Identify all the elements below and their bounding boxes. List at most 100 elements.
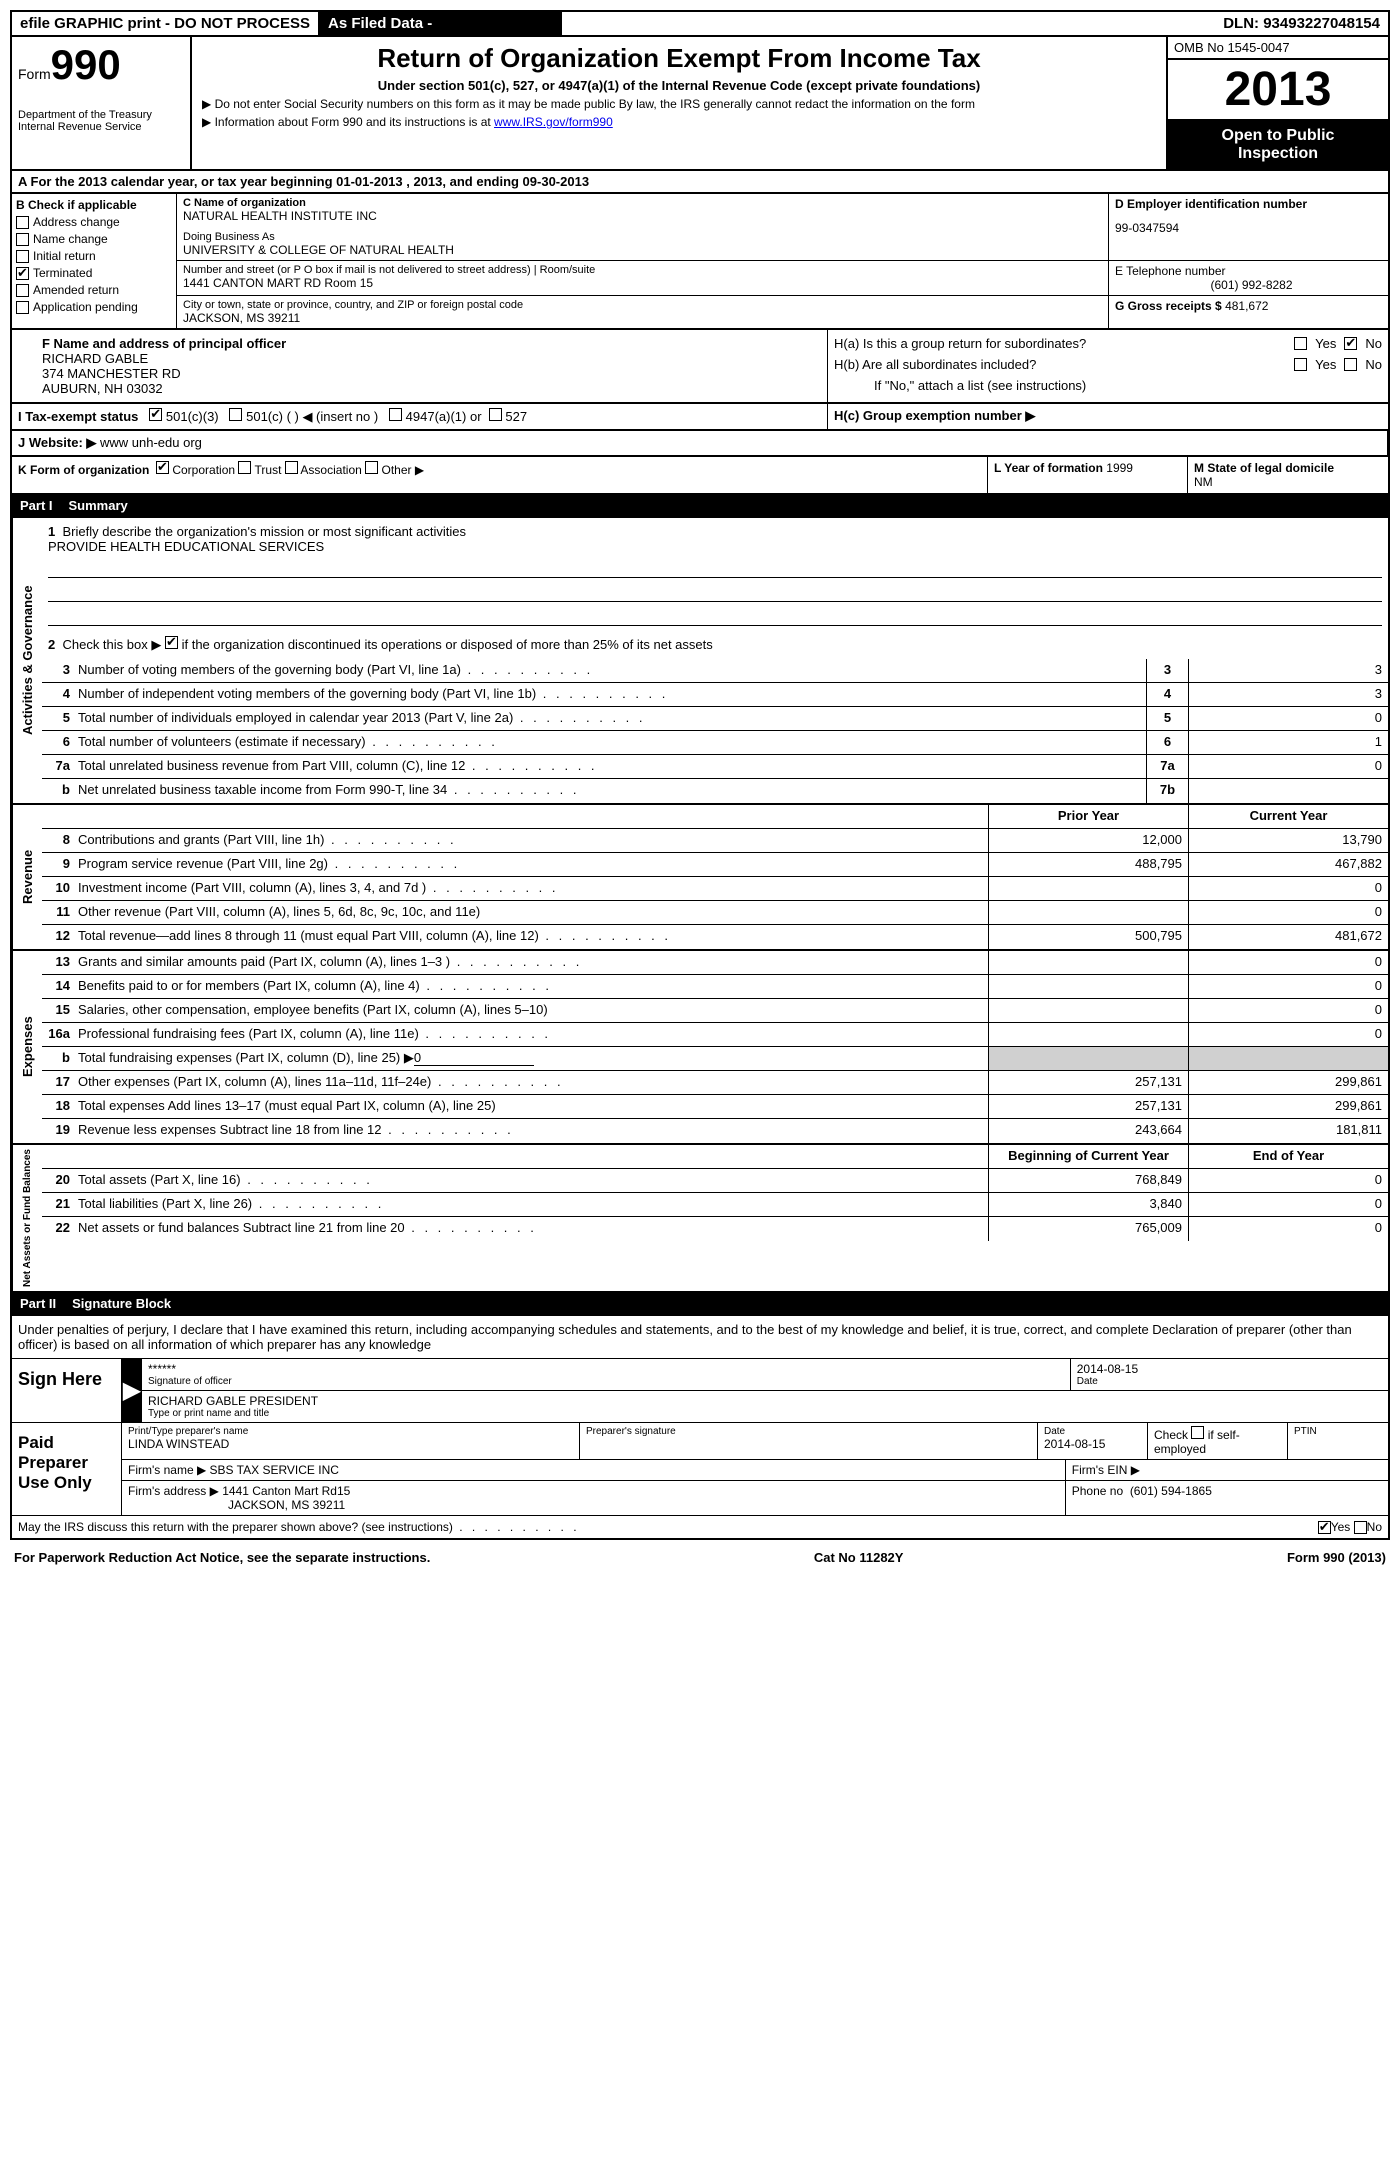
website-value: www unh-edu org [100, 435, 202, 450]
tax-year: 2013 [1168, 60, 1388, 121]
expenses-section: Expenses 13Grants and similar amounts pa… [10, 951, 1390, 1145]
ptin-label: PTIN [1294, 1426, 1382, 1437]
current-year-header: Current Year [1188, 805, 1388, 828]
irs-link[interactable]: www.IRS.gov/form990 [494, 115, 613, 129]
line18: Total expenses Add lines 13–17 (must equ… [74, 1095, 988, 1118]
website-row: J Website: ▶ www unh-edu org [12, 431, 1388, 455]
line7b: Net unrelated business taxable income fr… [74, 779, 1146, 803]
net-assets-tab: Net Assets or Fund Balances [12, 1145, 42, 1291]
officer-addr1: 374 MANCHESTER RD [42, 366, 817, 381]
sign-here-label: Sign Here [12, 1359, 122, 1422]
line17: Other expenses (Part IX, column (A), lin… [74, 1071, 988, 1094]
check-initial-return[interactable]: Initial return [16, 249, 172, 263]
line10: Investment income (Part VIII, column (A)… [74, 877, 988, 900]
form-of-org: K Form of organization Corporation Trust… [12, 457, 988, 493]
check-amended[interactable]: Amended return [16, 283, 172, 297]
section-officer: F Name and address of principal officer … [10, 330, 1390, 404]
form-subtitle: Under section 501(c), 527, or 4947(a)(1)… [202, 78, 1156, 93]
discuss-yes[interactable] [1318, 1521, 1331, 1534]
line19: Revenue less expenses Subtract line 18 f… [74, 1119, 988, 1143]
form-number: Form990 [18, 41, 184, 89]
irs-label: Internal Revenue Service [18, 121, 184, 133]
check-name-change[interactable]: Name change [16, 232, 172, 246]
check-4947[interactable] [389, 408, 402, 421]
line11: Other revenue (Part VIII, column (A), li… [74, 901, 988, 924]
ha-no[interactable] [1344, 337, 1357, 350]
mission-text: PROVIDE HEALTH EDUCATIONAL SERVICES [48, 539, 1382, 554]
paid-preparer-label: Paid Preparer Use Only [12, 1423, 122, 1515]
open-inspection: Open to Public Inspection [1168, 121, 1388, 169]
dba-value: UNIVERSITY & COLLEGE OF NATURAL HEALTH [183, 243, 1108, 257]
check-terminated[interactable]: Terminated [16, 266, 172, 280]
discuss-no[interactable] [1354, 1521, 1367, 1534]
line16b: Total fundraising expenses (Part IX, col… [74, 1047, 988, 1070]
tax-exempt-status: I Tax-exempt status 501(c)(3) 501(c) ( )… [12, 404, 828, 429]
as-filed-blank [442, 12, 562, 35]
line3: Number of voting members of the governin… [74, 659, 1146, 682]
col-c-org-info: C Name of organization NATURAL HEALTH IN… [177, 194, 1388, 328]
line8: Contributions and grants (Part VIII, lin… [74, 829, 988, 852]
line22: Net assets or fund balances Subtract lin… [74, 1217, 988, 1241]
line6: Total number of volunteers (estimate if … [74, 731, 1146, 754]
section-identity: B Check if applicable Address change Nam… [10, 194, 1390, 330]
officer-label: F Name and address of principal officer [42, 336, 286, 351]
form-note2: ▶ Information about Form 990 and its ins… [202, 115, 1156, 129]
ha-row: H(a) Is this a group return for subordin… [834, 336, 1382, 351]
page-footer: For Paperwork Reduction Act Notice, see … [10, 1540, 1390, 1569]
row-j: J Website: ▶ www unh-edu org [10, 431, 1390, 457]
omb-number: OMB No 1545-0047 [1168, 37, 1388, 60]
header-title-block: Return of Organization Exempt From Incom… [192, 37, 1168, 169]
gross-label: G Gross receipts $ [1115, 299, 1222, 313]
check-assoc[interactable] [285, 461, 298, 474]
begin-year-header: Beginning of Current Year [988, 1145, 1188, 1168]
governance-section: Activities & Governance 1 Briefly descri… [10, 518, 1390, 805]
check-app-pending[interactable]: Application pending [16, 300, 172, 314]
line21: Total liabilities (Part X, line 26) [74, 1193, 988, 1216]
col-b-checkboxes: B Check if applicable Address change Nam… [12, 194, 177, 328]
firm-name: SBS TAX SERVICE INC [210, 1463, 339, 1477]
sign-arrow-icon: ▶ [122, 1359, 142, 1422]
addr-label: Number and street (or P O box if mail is… [183, 264, 1108, 276]
ha-yes[interactable] [1294, 337, 1307, 350]
efile-label: efile GRAPHIC print - DO NOT PROCESS [12, 12, 320, 35]
check-501c3[interactable] [149, 408, 162, 421]
check-501c[interactable] [229, 408, 242, 421]
line14: Benefits paid to or for members (Part IX… [74, 975, 988, 998]
preparer-date: 2014-08-15 [1044, 1437, 1141, 1451]
hb-yes[interactable] [1294, 358, 1307, 371]
check-527[interactable] [489, 408, 502, 421]
line7a: Total unrelated business revenue from Pa… [74, 755, 1146, 778]
city-label: City or town, state or province, country… [183, 299, 1108, 311]
net-assets-section: Net Assets or Fund Balances Beginning of… [10, 1145, 1390, 1293]
hb-no[interactable] [1344, 358, 1357, 371]
ein-label: D Employer identification number [1115, 197, 1388, 211]
check-address-change[interactable]: Address change [16, 215, 172, 229]
end-year-header: End of Year [1188, 1145, 1388, 1168]
line16a: Professional fundraising fees (Part IX, … [74, 1023, 988, 1046]
col-f-officer: F Name and address of principal officer … [12, 330, 828, 402]
line9: Program service revenue (Part VIII, line… [74, 853, 988, 876]
row-k: K Form of organization Corporation Trust… [10, 457, 1390, 495]
governance-tab: Activities & Governance [12, 518, 42, 803]
discuss-question: May the IRS discuss this return with the… [18, 1520, 1318, 1534]
revenue-tab: Revenue [12, 805, 42, 949]
check-self-employed[interactable] [1191, 1426, 1204, 1439]
line4: Number of independent voting members of … [74, 683, 1146, 706]
part2-header: Part II Signature Block [10, 1293, 1390, 1316]
org-name-label: C Name of organization [183, 197, 306, 209]
check-corp[interactable] [156, 461, 169, 474]
part1-header: Part I Summary [10, 495, 1390, 518]
prior-year-header: Prior Year [988, 805, 1188, 828]
line20: Total assets (Part X, line 16) [74, 1169, 988, 1192]
phone-label: E Telephone number [1115, 264, 1388, 278]
check-other[interactable] [365, 461, 378, 474]
line1-label: Briefly describe the organization's miss… [62, 524, 465, 539]
col-b-header: B Check if applicable [16, 198, 172, 212]
line5: Total number of individuals employed in … [74, 707, 1146, 730]
check-trust[interactable] [238, 461, 251, 474]
ein-value: 99-0347594 [1115, 221, 1388, 235]
addr-value: 1441 CANTON MART RD Room 15 [183, 276, 1108, 290]
line2-check[interactable] [165, 636, 178, 649]
hb-row: H(b) Are all subordinates included? Yes … [834, 357, 1382, 372]
line2-label: Check this box ▶ [62, 637, 161, 652]
